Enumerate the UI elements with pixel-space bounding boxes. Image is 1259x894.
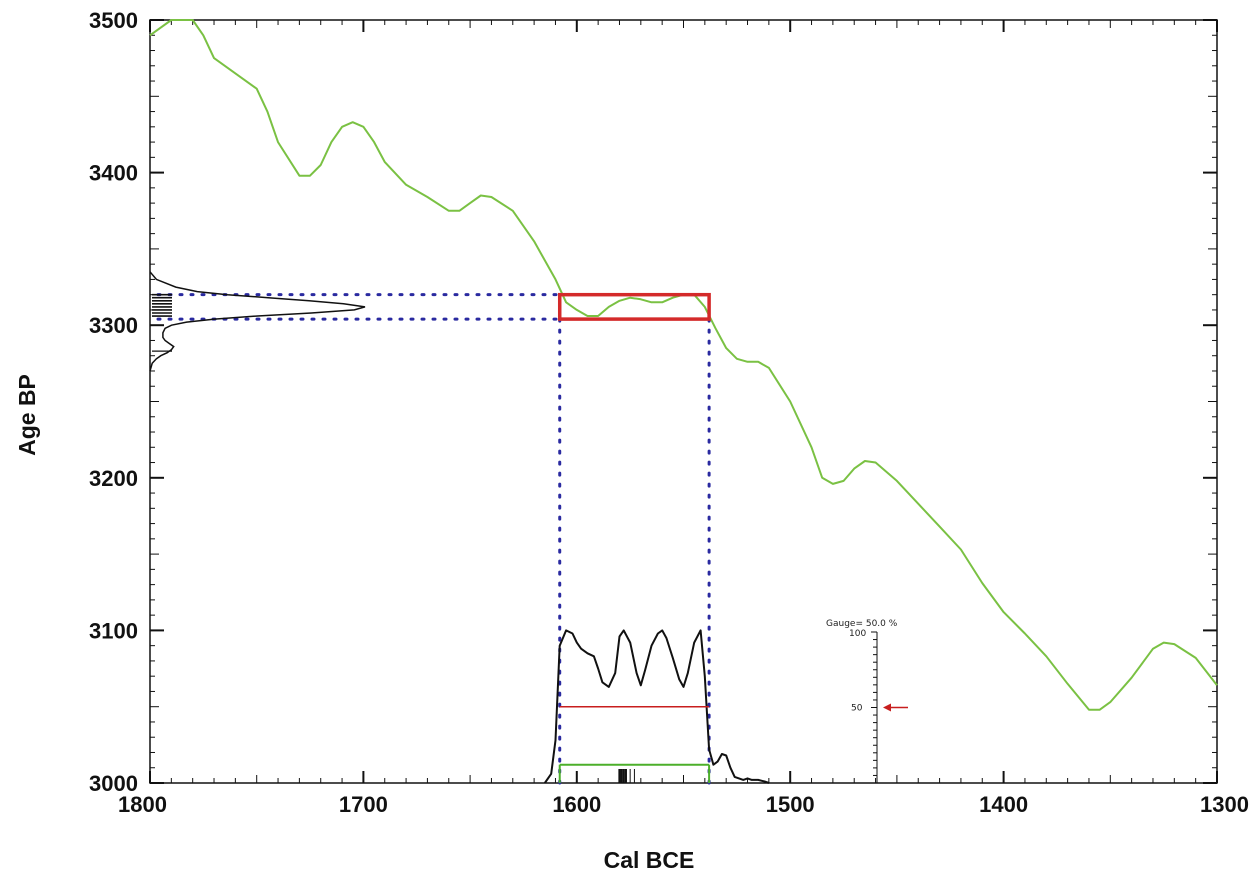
x-tick-label: 1500 [766, 792, 815, 817]
gauge-max-label: 100 [849, 629, 866, 639]
gauge-mid-label: 50 [851, 704, 863, 714]
gauge-title: Gauge= 50.0 % [826, 619, 898, 629]
calibration-curve-layer [149, 19, 1218, 711]
x-axis-title: Cal BCE [604, 847, 695, 873]
x-tick-label: 1700 [339, 792, 388, 817]
y-tick-label: 3200 [89, 466, 138, 491]
gauge-arrow-head [883, 703, 891, 712]
x-tick-label: 1400 [979, 792, 1028, 817]
x-tick-label: 1600 [552, 792, 601, 817]
gauge: Gauge= 50.0 %100 50 [826, 619, 908, 784]
x-tick-label: 1300 [1200, 792, 1249, 817]
dotted-guides [156, 293, 711, 785]
calibration-curve-line [149, 19, 1218, 711]
distribution-layer [149, 271, 770, 784]
measured-age-curve [149, 271, 366, 372]
tick-labels: 1800 1700 1600 1500 1400 1300 3000 3100 3200 3300… [89, 8, 1249, 817]
calibrated-range-box [557, 292, 711, 321]
y-tick-label: 3400 [89, 161, 138, 186]
axis-ticks [149, 19, 1218, 784]
y-axis-title: Age BP [14, 374, 40, 456]
y-tick-label: 3000 [89, 771, 138, 796]
y-tick-label: 3300 [89, 313, 138, 338]
y-tick-label: 3100 [89, 618, 138, 643]
calibrated-distribution-curve [543, 629, 770, 784]
y-tick-label: 3500 [89, 8, 138, 33]
x-tick-label: 1800 [118, 792, 167, 817]
